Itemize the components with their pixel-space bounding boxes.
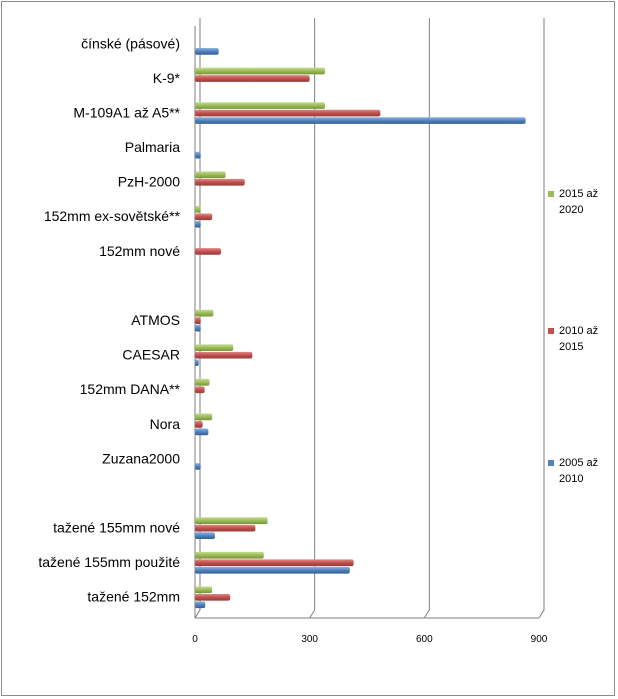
category-label: 152mm ex-sovětské** [44, 208, 181, 224]
legend-label: 2005 až 2010 [559, 457, 598, 485]
bar-152mm-DANA**-series-1 [195, 386, 205, 394]
category-labels: čínské (pásové) K-9* M-109A1 až A5** Palmar… [38, 35, 180, 604]
bar-ATMOS-series-0 [195, 309, 214, 317]
legend-swatch [548, 328, 554, 334]
bar-tažené-152mm-series-2 [195, 601, 206, 609]
bar-tažené-155mm-použité-series-0 [195, 551, 264, 559]
tick-mark-300 [309, 609, 316, 619]
category-label: PzH-2000 [118, 174, 180, 190]
category-label: 152mm nové [99, 243, 180, 259]
category-label: M-109A1 až A5** [73, 104, 180, 120]
x-tick-label: 0 [192, 634, 198, 645]
category-label: Zuzana2000 [102, 450, 180, 466]
category-label: ATMOS [131, 312, 180, 328]
legend-swatch [548, 191, 554, 197]
category-label: Nora [150, 416, 181, 432]
bar-tažené-155mm-nové-series-0 [195, 517, 268, 524]
category-label: tažené 152mm [87, 589, 180, 605]
bar-tažené-155mm-použité-series-2 [195, 566, 350, 574]
bar-Nora-series-2 [195, 428, 209, 436]
bar-Zuzana2000-series-2 [195, 463, 201, 470]
bar-ATMOS-series-2 [195, 324, 201, 332]
legend-label: 2015 až 2020 [559, 188, 598, 216]
legend-swatch [548, 460, 554, 466]
tick-mark-600 [423, 609, 430, 619]
bar-PzH-2000-series-0 [195, 171, 226, 179]
x-tick-label: 300 [301, 634, 318, 645]
bar-čínské-(pásové)-series-2 [195, 48, 219, 55]
bar-M-109A1-až-A5**-series-1 [195, 109, 381, 117]
category-label: Palmaria [125, 139, 180, 155]
bar-Palmaria-series-2 [195, 151, 201, 159]
category-label: CAESAR [122, 347, 180, 363]
category-label: tažené 155mm nové [53, 520, 180, 536]
bar-152mm-DANA**-series-0 [195, 378, 210, 386]
bar-Nora-series-0 [195, 413, 213, 421]
bar-Nora-series-1 [195, 421, 203, 428]
bar-152mm-ex-sovětské**-series-1 [195, 213, 213, 221]
x-tick-label: 600 [416, 634, 433, 645]
bar-M-109A1-až-A5**-series-0 [195, 102, 325, 109]
tick-mark-900 [538, 609, 545, 619]
category-label: 152mm DANA** [80, 381, 181, 397]
bar-tažené-155mm-použité-series-1 [195, 559, 354, 567]
bar-K-9*-series-1 [195, 75, 310, 82]
bar-152mm-ex-sovětské**-series-0 [195, 205, 201, 213]
tick-mark-0 [194, 609, 201, 619]
bar-CAESAR-series-0 [195, 344, 234, 352]
category-label: tažené 155mm použité [38, 554, 180, 570]
bar-CAESAR-series-1 [195, 351, 253, 359]
bars [195, 48, 526, 609]
bar-K-9*-series-0 [195, 67, 325, 75]
x-tick-labels: 0 300 600 900 [192, 634, 548, 645]
category-label: čínské (pásové) [81, 35, 180, 51]
bar-tažené-152mm-series-1 [195, 593, 231, 601]
x-tick-label: 900 [531, 634, 548, 645]
bar-CAESAR-series-2 [195, 359, 199, 367]
category-label: K-9* [153, 70, 181, 86]
legend: 2015 až 2020 2010 až 2015 2005 až 2010 [548, 188, 598, 485]
bar-tažené-155mm-nové-series-1 [195, 524, 256, 532]
bar-ATMOS-series-1 [195, 317, 201, 324]
bar-PzH-2000-series-1 [195, 178, 245, 186]
bar-152mm-ex-sovětské**-series-2 [195, 220, 201, 228]
legend-label: 2010 až 2015 [559, 325, 598, 353]
bar-152mm-nové-series-1 [195, 248, 221, 255]
bar-tažené-152mm-series-0 [195, 586, 213, 594]
bar-tažené-155mm-nové-series-2 [195, 532, 215, 539]
bar-M-109A1-až-A5**-series-2 [195, 117, 526, 124]
